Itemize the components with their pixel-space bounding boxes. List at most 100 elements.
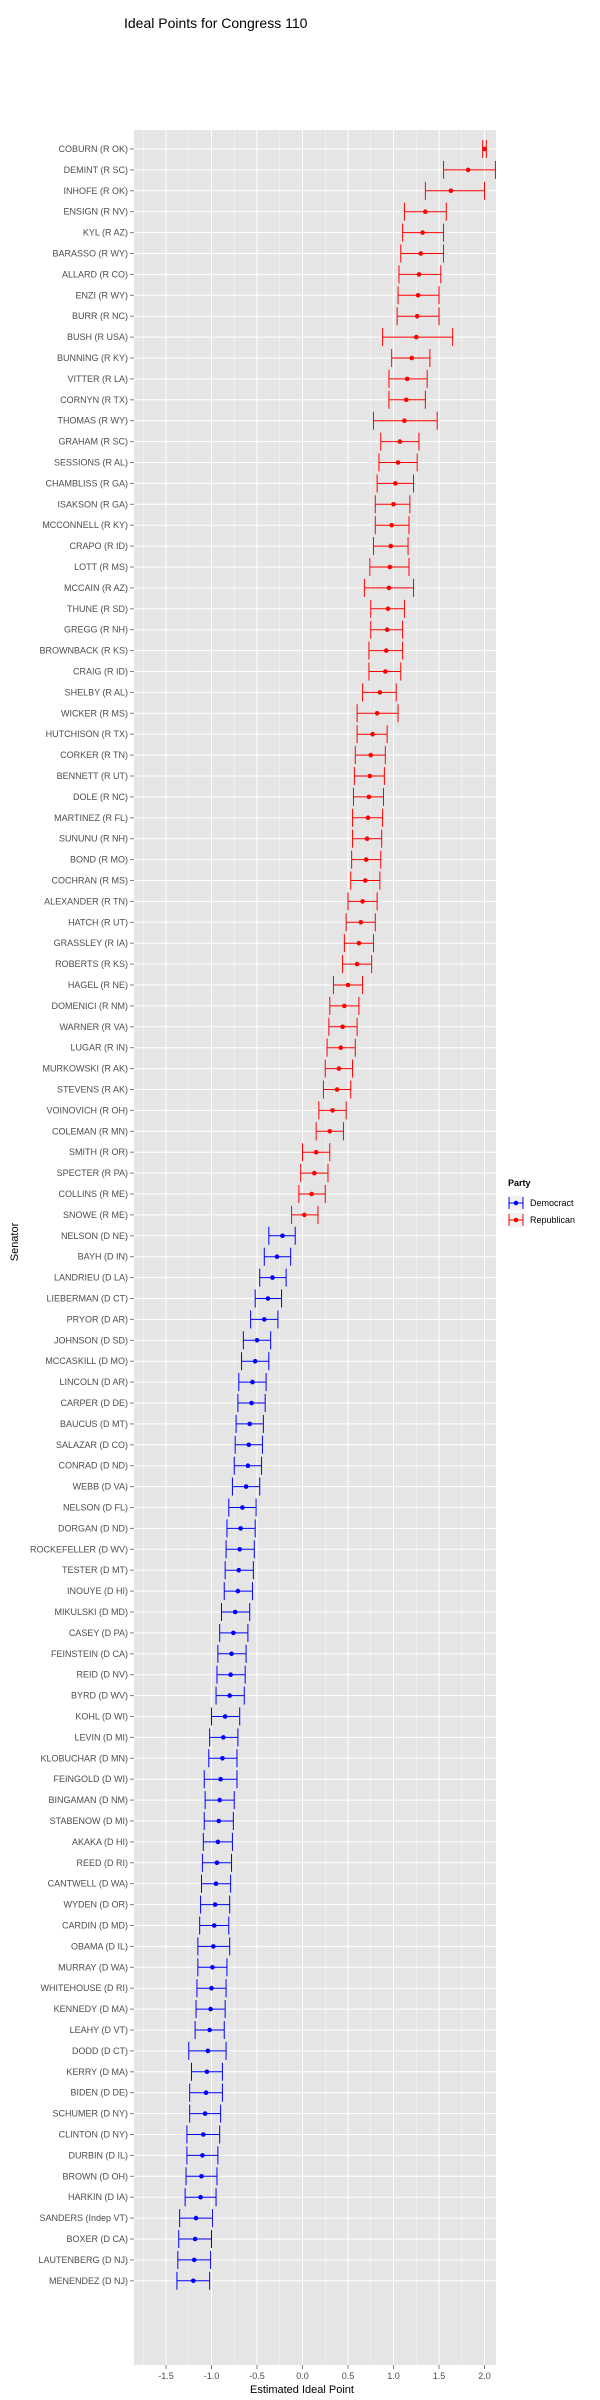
ideal-point-marker bbox=[363, 857, 369, 862]
legend-entry: Democract bbox=[507, 1194, 574, 1212]
legend-label: Republican bbox=[530, 1215, 575, 1225]
senator-errorbar bbox=[250, 1310, 279, 1329]
y-tick-label: STABENOW (D MI) bbox=[50, 1816, 128, 1826]
ideal-point-marker bbox=[393, 481, 398, 486]
y-tick-label: LEAHY (D VT) bbox=[70, 2025, 128, 2035]
ideal-point-marker bbox=[214, 1860, 220, 1866]
senator-errorbar bbox=[353, 767, 385, 785]
y-tick-label: WICKER (R MS) bbox=[61, 708, 128, 718]
senator-errorbar bbox=[189, 2104, 222, 2123]
ideal-point-marker bbox=[330, 1108, 335, 1113]
y-tick-label: SMITH (R OR) bbox=[69, 1147, 128, 1157]
senator-errorbar bbox=[376, 474, 415, 493]
senator-errorbar bbox=[324, 1059, 354, 1078]
ideal-point-marker bbox=[261, 1317, 267, 1322]
y-tick-label: DOMENICI (R NM) bbox=[52, 1001, 129, 1011]
senator-errorbar bbox=[223, 1582, 253, 1601]
ideal-point-marker bbox=[210, 1965, 215, 1970]
ideal-point-marker bbox=[389, 522, 394, 528]
y-tick-label: SALAZAR (D CO) bbox=[56, 1440, 128, 1450]
senator-errorbar bbox=[352, 808, 384, 827]
y-tick-label: BYRD (D WV) bbox=[71, 1691, 128, 1701]
y-tick-label: NELSON (D FL) bbox=[63, 1503, 128, 1513]
ideal-point-marker bbox=[336, 1066, 342, 1071]
y-tick-label: ALEXANDER (R TN) bbox=[44, 896, 128, 906]
ideal-point-marker bbox=[309, 1191, 314, 1197]
ideal-point-marker bbox=[212, 1902, 218, 1907]
y-tick-label: INOUYE (D HI) bbox=[67, 1586, 128, 1596]
ideal-point-marker bbox=[338, 1045, 344, 1050]
y-tick-label: MCCONNELL (R KY) bbox=[42, 520, 128, 530]
legend-label: Democract bbox=[530, 1198, 574, 1208]
y-tick-label: MIKULSKI (D MD) bbox=[54, 1607, 128, 1617]
senator-errorbar bbox=[356, 725, 388, 744]
ideal-point-marker bbox=[383, 669, 388, 674]
senator-errorbar bbox=[208, 1749, 238, 1768]
y-tick-label: MCCAIN (R AZ) bbox=[64, 583, 128, 593]
senator-errorbar bbox=[351, 850, 382, 869]
ideal-point-marker bbox=[243, 1484, 249, 1489]
y-tick-label: FEINGOLD (D WI) bbox=[54, 1774, 129, 1784]
y-tick-label: KLOBUCHAR (D MN) bbox=[40, 1753, 128, 1763]
y-tick-label: PRYOR (D AR) bbox=[67, 1314, 128, 1324]
ideal-point-marker bbox=[245, 1463, 251, 1468]
senator-errorbar bbox=[226, 1519, 256, 1538]
ideal-point-marker bbox=[240, 1505, 245, 1510]
ideal-point-marker bbox=[213, 1881, 219, 1886]
y-tick-label: MURRAY (D WA) bbox=[58, 1962, 128, 1972]
ideal-point-marker bbox=[215, 1839, 221, 1845]
y-tick-label: BOXER (D CA) bbox=[66, 2234, 128, 2244]
ideal-point-marker bbox=[191, 2278, 196, 2284]
y-tick-label: SNOWE (R ME) bbox=[63, 1210, 128, 1220]
y-tick-label: MENENDEZ (D NJ) bbox=[49, 2276, 128, 2286]
senator-errorbar bbox=[343, 934, 374, 953]
y-tick-label: ROCKEFELLER (D WV) bbox=[30, 1544, 128, 1554]
y-tick-label: CARPER (D DE) bbox=[60, 1398, 128, 1408]
x-tick-label: 1.0 bbox=[387, 2371, 400, 2381]
senator-errorbar bbox=[194, 2021, 225, 2039]
y-tick-label: CORKER (R TN) bbox=[60, 750, 128, 760]
senator-errorbar bbox=[178, 2230, 212, 2248]
senator-errorbar bbox=[368, 662, 402, 681]
legend-entry: Republican bbox=[507, 1211, 575, 1229]
ideal-point-marker bbox=[404, 376, 410, 382]
ideal-point-marker bbox=[370, 731, 375, 737]
y-tick-label: BURR (R NC) bbox=[72, 311, 128, 321]
y-tick-label: MARTINEZ (R FL) bbox=[54, 813, 128, 823]
senator-errorbar bbox=[219, 1623, 249, 1642]
senator-errorbar bbox=[329, 996, 360, 1015]
ideal-point-marker bbox=[211, 1923, 217, 1928]
senator-errorbar bbox=[482, 140, 487, 158]
y-tick-label: GRASSLEY (R IA) bbox=[54, 938, 128, 948]
ideal-point-marker bbox=[374, 711, 380, 716]
senator-errorbar bbox=[203, 1770, 238, 1789]
y-tick-label: HATCH (R UT) bbox=[68, 917, 128, 927]
senator-errorbar bbox=[326, 1038, 356, 1057]
y-tick-label: SANDERS (Indep VT) bbox=[39, 2213, 128, 2223]
y-tick-label: CRAIG (R ID) bbox=[73, 667, 128, 677]
senator-errorbar bbox=[362, 683, 397, 702]
y-tick-label: MCCASKILL (D MO) bbox=[45, 1356, 128, 1366]
ideal-point-marker bbox=[416, 272, 422, 277]
senator-errorbar bbox=[195, 2000, 226, 2019]
y-tick-label: BOND (R MO) bbox=[70, 855, 128, 865]
ideal-point-marker bbox=[246, 1442, 252, 1448]
y-tick-label: BUSH (R USA) bbox=[67, 332, 128, 342]
y-tick-label: ENSIGN (R NV) bbox=[63, 207, 128, 217]
ideal-point-marker bbox=[395, 460, 401, 465]
y-tick-label: GREGG (R NH) bbox=[64, 625, 128, 635]
legend-title: Party bbox=[508, 1178, 531, 1188]
senator-errorbar bbox=[185, 2167, 218, 2186]
senator-errorbar bbox=[397, 286, 440, 305]
y-tick-label: BIDEN (D DE) bbox=[70, 2088, 128, 2098]
y-tick-label: MURKOWSKI (R AK) bbox=[42, 1064, 128, 1074]
error-bars bbox=[176, 140, 496, 2290]
ideal-point-marker bbox=[482, 146, 487, 152]
senator-errorbar bbox=[380, 432, 420, 451]
ideal-point-marker bbox=[385, 606, 391, 612]
y-tick-label: ROBERTS (R KS) bbox=[55, 959, 128, 969]
y-tick-label: VOINOVICH (R OH) bbox=[46, 1105, 128, 1115]
y-tick-label: SPECTER (R PA) bbox=[57, 1168, 128, 1178]
senator-errorbar bbox=[332, 976, 364, 994]
